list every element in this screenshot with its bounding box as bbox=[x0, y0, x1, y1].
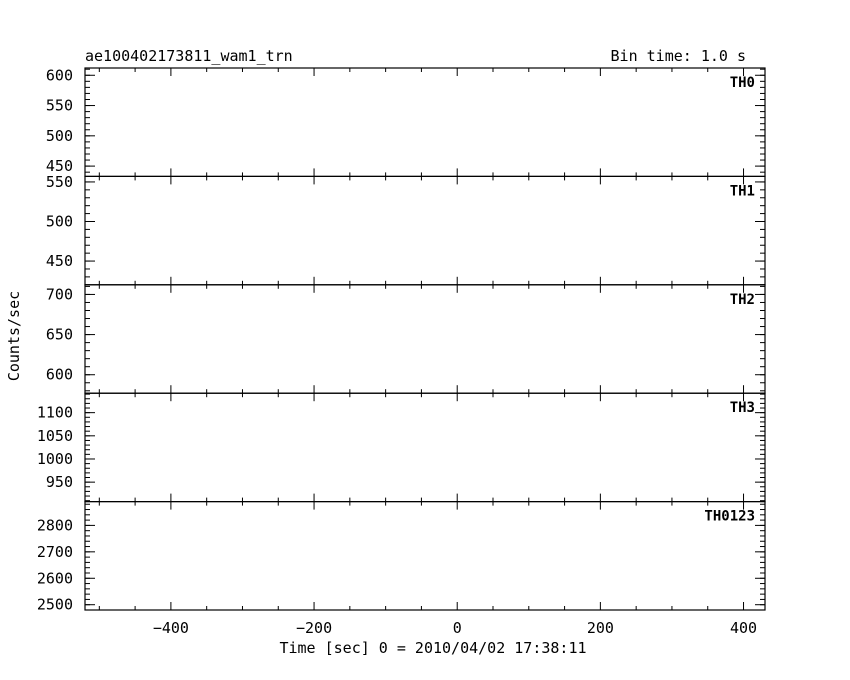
y-tick-label: 1000 bbox=[37, 450, 73, 468]
panel-th2: 600 650 700 TH2 bbox=[46, 284, 766, 394]
y-tick-label: 450 bbox=[46, 252, 73, 270]
y-tick-label: 2600 bbox=[37, 569, 73, 587]
panel-frame-th3 bbox=[84, 392, 766, 503]
y-tick-label: 600 bbox=[46, 66, 73, 84]
x-tick-label: 200 bbox=[587, 619, 614, 637]
panel-label-th0123: TH0123 bbox=[704, 509, 755, 525]
y-tick-label: 600 bbox=[46, 366, 73, 384]
x-tick-label: 400 bbox=[730, 619, 757, 637]
x-tick-label: −400 bbox=[153, 619, 189, 637]
panel-th3: 950 1000 1050 1100 TH3 bbox=[37, 392, 766, 503]
chart-title: ae100402173811_wam1_trn bbox=[85, 47, 293, 65]
panel-label-th3: TH3 bbox=[730, 400, 755, 416]
y-tick-label: 550 bbox=[46, 97, 73, 115]
x-tick-label: 0 bbox=[453, 619, 462, 637]
panel-label-th1: TH1 bbox=[730, 183, 755, 199]
y-tick-label: 450 bbox=[46, 157, 73, 175]
y-tick-label: 2800 bbox=[37, 516, 73, 534]
panel-label-th2: TH2 bbox=[730, 292, 755, 308]
panel-frame-th1 bbox=[84, 175, 766, 286]
panel-th1: 450 500 550 TH1 bbox=[46, 173, 766, 286]
panel-frame-th2 bbox=[84, 284, 766, 394]
y-axis-label: Counts/sec bbox=[5, 291, 23, 381]
panel-label-th0: TH0 bbox=[730, 75, 755, 91]
x-axis-label: Time [sec] 0 = 2010/04/02 17:38:11 bbox=[279, 639, 586, 657]
y-tick-label: 1100 bbox=[37, 404, 73, 422]
panel-frame-th0123 bbox=[84, 501, 766, 611]
y-tick-label: 700 bbox=[46, 285, 73, 303]
x-axis-ticks: −400 −200 0 200 400 bbox=[153, 619, 757, 637]
y-tick-label: 550 bbox=[46, 173, 73, 191]
y-tick-label: 1050 bbox=[37, 427, 73, 445]
panel-frame-th0 bbox=[84, 67, 766, 178]
y-tick-label: 500 bbox=[46, 213, 73, 231]
panels-group: 450 500 550 600 TH0 450 500 550 TH1 600 650 700 TH2 9… bbox=[37, 66, 766, 614]
y-tick-label: 950 bbox=[46, 473, 73, 491]
panel-th0: 450 500 550 600 TH0 bbox=[46, 66, 766, 178]
y-tick-label: 650 bbox=[46, 326, 73, 344]
y-tick-label: 500 bbox=[46, 127, 73, 145]
y-tick-label: 2700 bbox=[37, 543, 73, 561]
bin-time-label: Bin time: 1.0 s bbox=[611, 47, 746, 65]
y-tick-label: 2500 bbox=[37, 596, 73, 614]
x-tick-label: −200 bbox=[296, 619, 332, 637]
panel-th0123: 2500 2600 2700 2800 TH0123 bbox=[37, 501, 766, 614]
